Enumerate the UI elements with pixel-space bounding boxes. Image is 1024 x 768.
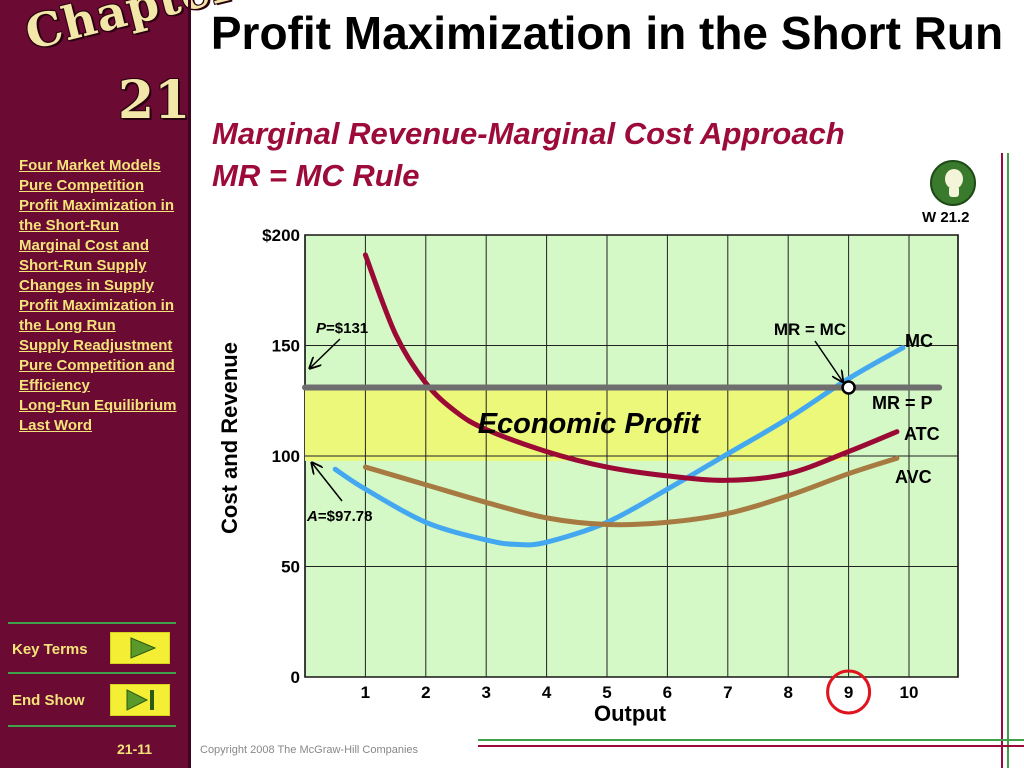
- mc-label: MC: [905, 331, 933, 351]
- end-show-icon: [126, 689, 154, 711]
- play-triangle-icon: [130, 637, 157, 659]
- divider: [8, 725, 176, 727]
- bulb-base: [949, 188, 959, 197]
- price-label: P=$131: [316, 320, 368, 337]
- nav-link-profit-max-short-run[interactable]: Profit Maximization in the Short-Run: [19, 197, 175, 234]
- x-tick-label: 5: [602, 683, 611, 702]
- nav-link-marginal-cost-supply[interactable]: Marginal Cost and Short-Run Supply: [19, 237, 150, 274]
- end-show-label: End Show: [12, 692, 85, 709]
- x-tick-label: 7: [723, 683, 732, 702]
- sidebar-edge: [188, 0, 191, 768]
- end-show-button[interactable]: [110, 684, 170, 716]
- y-axis-title: Cost and Revenue: [217, 342, 242, 534]
- series-line-atc: [362, 252, 900, 483]
- nav-link-long-run-equilibrium[interactable]: Long-Run Equilibrium: [19, 397, 177, 414]
- divider: [8, 672, 176, 674]
- series-line-avc: [362, 455, 900, 528]
- nav-link-supply-readjustment[interactable]: Supply Readjustment: [19, 337, 173, 354]
- atc-value-arrow: [312, 463, 343, 502]
- mr-mc-arrow: [814, 340, 843, 381]
- nav-link-profit-max-long-run[interactable]: Profit Maximization in the Long Run: [19, 297, 175, 334]
- chapter-nav: Four Market Models Pure Competition Prof…: [19, 156, 179, 436]
- lightbulb-icon[interactable]: [930, 160, 976, 206]
- y-tick-label: 50: [281, 558, 300, 577]
- y-tick-label: 150: [272, 337, 300, 356]
- series-line-mc: [332, 345, 906, 548]
- sidebar: Chapter 21 Four Market Models Pure Compe…: [0, 0, 240, 768]
- y-tick-label: 100: [272, 447, 300, 466]
- key-terms-button[interactable]: [110, 632, 170, 664]
- mr-p-label: MR = P: [872, 393, 933, 413]
- page-number: 21-11: [117, 741, 153, 757]
- x-axis-title: Output: [594, 701, 667, 726]
- x-tick-label: 3: [481, 683, 490, 702]
- mr-mc-label: MR = MC: [774, 320, 846, 339]
- economic-profit-area: [305, 387, 849, 461]
- subtitle-approach: Marginal Revenue-Marginal Cost Approach: [212, 116, 845, 151]
- x-tick-label: 4: [542, 683, 552, 702]
- avc-label: AVC: [895, 467, 932, 487]
- bulb-glass: [945, 169, 963, 189]
- x-tick-label: 9: [844, 683, 853, 702]
- nav-link-competition-efficiency[interactable]: Pure Competition and Efficiency: [19, 357, 175, 394]
- x-tick-label: 10: [900, 683, 919, 702]
- y-tick-label: $200: [262, 226, 300, 245]
- nav-link-changes-in-supply[interactable]: Changes in Supply: [19, 277, 155, 294]
- copyright: Copyright 2008 The McGraw-Hill Companies: [200, 744, 419, 756]
- economic-profit-label: Economic Profit: [478, 408, 702, 440]
- nav-link-last-word[interactable]: Last Word: [19, 417, 93, 434]
- x-tick-label: 2: [421, 683, 430, 702]
- x-tick-label: 8: [783, 683, 792, 702]
- highlight-circle: [826, 669, 872, 715]
- x-tick-label: 6: [663, 683, 672, 702]
- subtitle-rule: MR = MC Rule: [212, 158, 420, 193]
- divider: [8, 622, 176, 624]
- price-arrow: [310, 338, 341, 368]
- atc-label: ATC: [904, 424, 940, 444]
- nav-link-four-market-models[interactable]: Four Market Models: [19, 157, 161, 174]
- x-tick-label: 1: [361, 683, 370, 702]
- atc-value-label: A=$97.78: [306, 508, 372, 525]
- nav-link-pure-competition[interactable]: Pure Competition: [19, 177, 145, 194]
- intersection-point: [841, 380, 856, 395]
- web-reference: W 21.2: [922, 209, 970, 226]
- chapter-number: 21: [118, 70, 191, 131]
- slide-title: Profit Maximization in the Short Run: [210, 7, 1004, 59]
- y-tick-label: 0: [291, 668, 300, 687]
- key-terms-label: Key Terms: [12, 641, 88, 658]
